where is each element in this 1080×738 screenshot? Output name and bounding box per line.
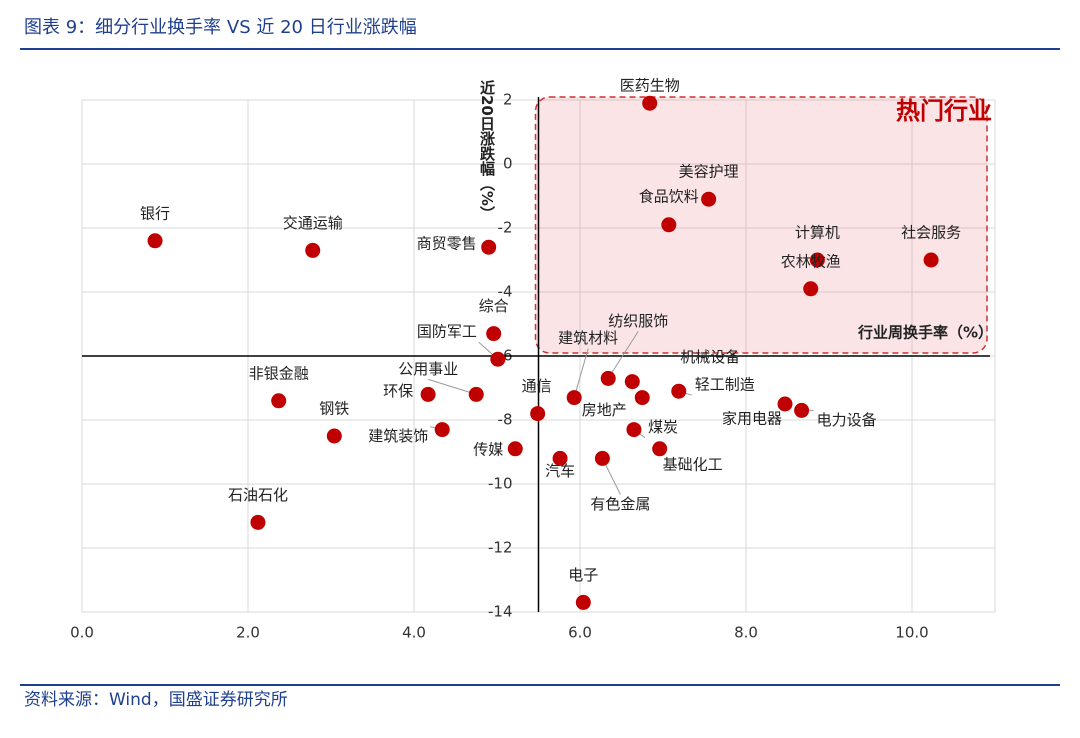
point [777, 396, 793, 412]
point-label: 纺织服饰 [608, 312, 668, 330]
point-label: 机械设备 [680, 348, 740, 366]
point [271, 393, 287, 409]
point [468, 386, 484, 402]
point-label: 非银金融 [249, 364, 309, 382]
point-label: 房地产 [582, 401, 627, 419]
point [624, 374, 640, 390]
point [642, 95, 658, 111]
point [661, 217, 677, 233]
point [305, 242, 321, 258]
point [552, 450, 568, 466]
point [530, 406, 546, 422]
point [507, 441, 523, 457]
point-label: 交通运输 [283, 214, 343, 232]
point-label: 银行 [140, 204, 170, 222]
point [420, 386, 436, 402]
y-tick-label: -12 [488, 539, 513, 557]
point [486, 326, 502, 342]
point [600, 370, 616, 386]
point [326, 428, 342, 444]
y-tick-label: -14 [488, 603, 513, 621]
leader-line [428, 378, 477, 395]
source: 资料来源：Wind，国盛证券研究所 [24, 690, 288, 710]
point [671, 383, 687, 399]
point-label: 电子 [568, 566, 598, 584]
point-label: 汽车 [545, 462, 575, 480]
point-label: 建筑材料 [558, 329, 618, 347]
point-label: 家用电器 [722, 410, 782, 428]
point [490, 351, 506, 367]
point-label: 公用事业 [398, 360, 458, 378]
point [701, 191, 717, 207]
point-label: 计算机 [795, 224, 840, 242]
point-label: 传媒 [473, 440, 503, 458]
point [481, 239, 497, 255]
point [594, 450, 610, 466]
point [575, 594, 591, 610]
point [923, 252, 939, 268]
y-axis-label: 近20日涨跌幅（%） [478, 79, 496, 221]
point-label: 综合 [479, 297, 509, 315]
y-tick-label: 0 [503, 155, 513, 173]
point [147, 233, 163, 249]
x-tick-label: 0.0 [70, 624, 94, 642]
point [566, 390, 582, 406]
point-label: 基础化工 [663, 455, 723, 473]
point-label: 农林牧渔 [781, 252, 841, 270]
point-label: 食品饮料 [639, 187, 699, 205]
point-label: 钢铁 [319, 400, 349, 418]
x-tick-label: 8.0 [734, 624, 758, 642]
point [626, 422, 642, 438]
x-tick-label: 6.0 [568, 624, 592, 642]
point-label: 煤炭 [648, 418, 678, 436]
point-label: 石油石化 [228, 486, 288, 504]
point-label: 电力设备 [817, 411, 877, 429]
annotation: 热门行业 [896, 97, 992, 125]
y-tick-label: -2 [498, 219, 513, 237]
chart-title: 图表 9：细分行业换手率 VS 近 20 日行业涨跌幅 [24, 17, 417, 38]
point-label: 通信 [522, 377, 552, 395]
hot-zone [534, 96, 988, 354]
point-label: 环保 [383, 382, 413, 400]
point-label: 商贸零售 [417, 235, 477, 253]
point [803, 281, 819, 297]
point [434, 422, 450, 438]
point [794, 402, 810, 418]
x-axis-label: 行业周换手率（%） [857, 324, 993, 342]
x-tick-label: 10.0 [895, 624, 928, 642]
x-tick-label: 4.0 [402, 624, 426, 642]
point-label: 建筑装饰 [368, 427, 428, 445]
point [652, 441, 668, 457]
point [250, 514, 266, 530]
point-label: 医药生物 [620, 77, 680, 95]
point [634, 390, 650, 406]
point [809, 252, 825, 268]
y-tick-label: -10 [488, 475, 513, 493]
y-tick-label: -4 [498, 283, 513, 301]
point-label: 有色金属 [590, 495, 650, 513]
point-label: 轻工制造 [695, 376, 755, 394]
leader-line [607, 331, 639, 379]
point-label: 美容护理 [679, 163, 739, 181]
x-tick-label: 2.0 [236, 624, 260, 642]
point-label: 社会服务 [901, 224, 961, 242]
y-tick-label: 2 [503, 91, 513, 109]
point-label: 国防军工 [417, 323, 477, 341]
y-tick-label: -8 [498, 411, 513, 429]
leader-line [573, 348, 589, 398]
